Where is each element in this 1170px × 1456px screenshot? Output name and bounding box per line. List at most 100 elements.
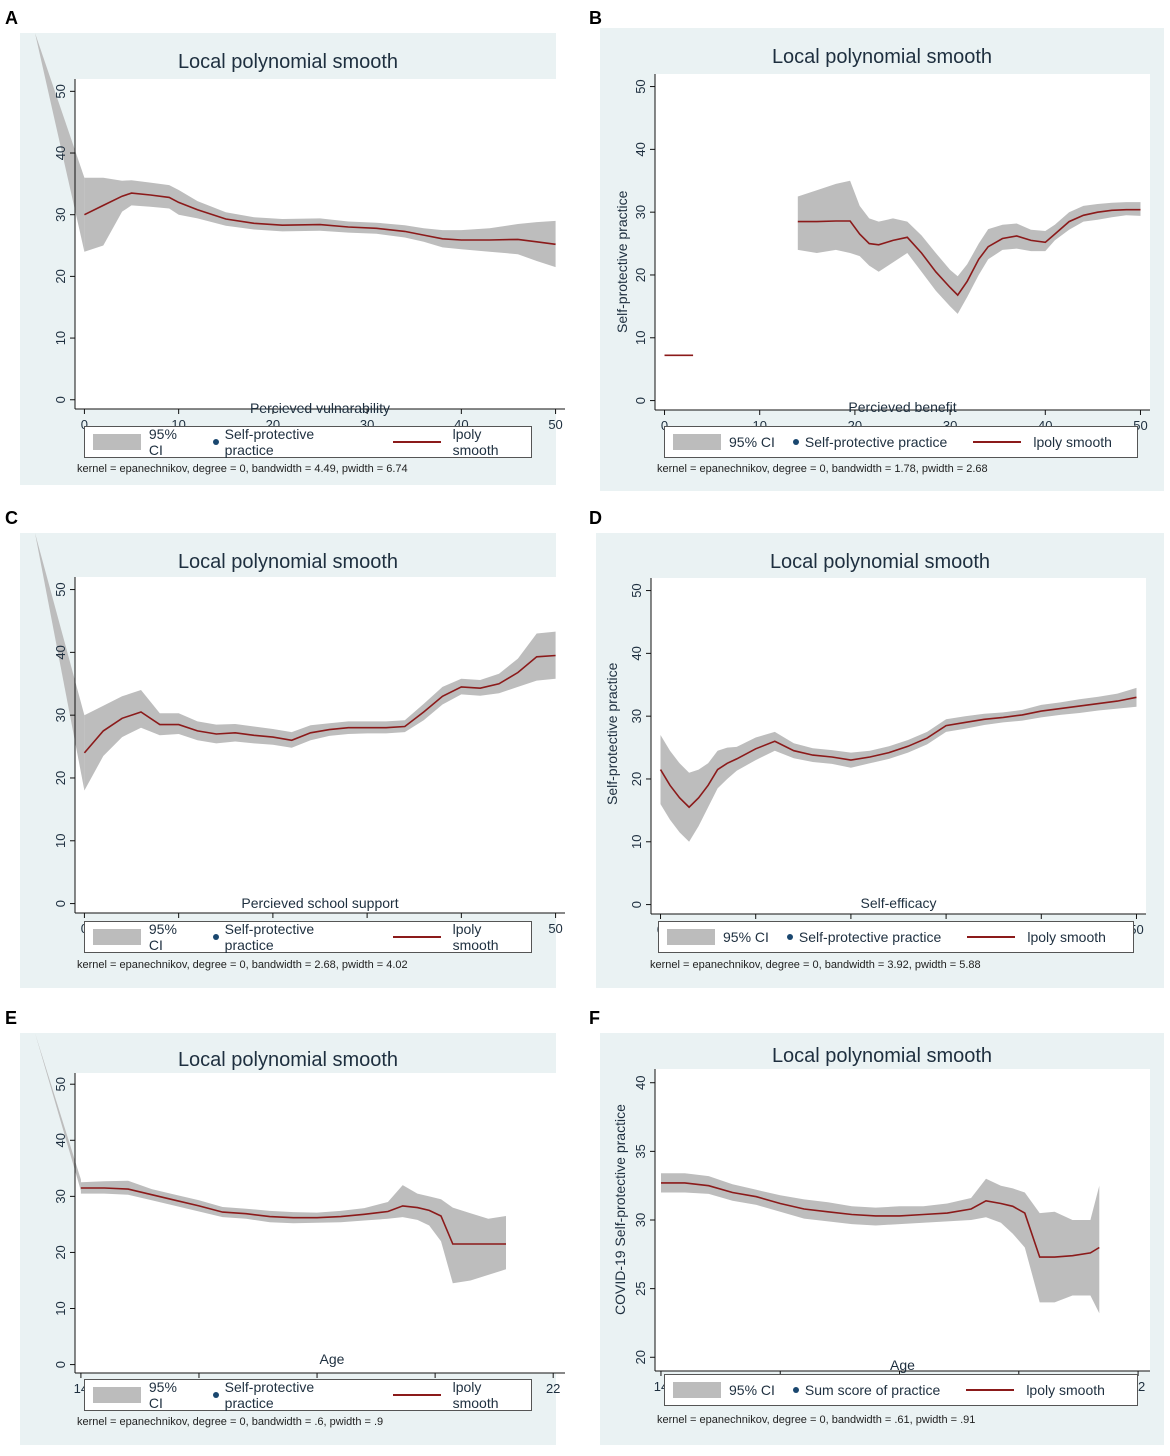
y-tick-label: 0 <box>53 1361 68 1368</box>
chart-title: Local polynomial smooth <box>177 51 399 73</box>
ci-band <box>80 1180 507 1284</box>
y-tick-label: 40 <box>629 646 644 660</box>
kernel-note: kernel = epanechnikov, degree = 0, bandw… <box>77 463 408 475</box>
legend-smooth-label: lpoly smooth <box>452 921 499 953</box>
legend-ci-swatch <box>673 434 721 450</box>
legend: 95% CI Sum score of practice lpoly smoot… <box>664 1374 1138 1406</box>
ci-band <box>660 687 1137 842</box>
y-tick-label: 40 <box>633 1075 648 1089</box>
y-tick-label: 10 <box>633 331 648 345</box>
y-tick-label: 20 <box>53 1245 68 1259</box>
legend-smooth-line <box>967 936 1016 938</box>
x-axis-label: Percieved benefit <box>848 399 957 415</box>
legend-ci-label: 95% CI <box>729 1382 775 1398</box>
chart-panel-b: Local polynomial smooth 0102030405001020… <box>600 28 1164 491</box>
legend: 95% CI Self-protective practice lpoly sm… <box>658 921 1134 953</box>
legend-smooth-line <box>973 441 1022 443</box>
legend-point-label: Self-protective practice <box>798 929 942 945</box>
chart-title: Local polynomial smooth <box>771 1045 993 1067</box>
x-tick-label: 0 <box>81 417 88 432</box>
y-tick-label: 50 <box>633 79 648 93</box>
x-axis-label: Self-efficacy <box>860 895 937 911</box>
legend-smooth-line <box>392 1394 441 1396</box>
y-axis-label: Self-protective practice <box>614 190 630 333</box>
y-tick-label: 40 <box>53 146 68 160</box>
y-tick-label: 50 <box>53 582 68 596</box>
lpoly-smooth-line <box>84 192 556 246</box>
y-tick-label: 10 <box>629 835 644 849</box>
legend-point-marker <box>792 439 799 445</box>
ci-band <box>84 631 556 791</box>
panel-letter-a: A <box>5 8 18 28</box>
lpoly-smooth-line <box>83 654 556 754</box>
panel-letter-d: D <box>589 508 602 528</box>
chart-title: Local polynomial smooth <box>771 46 993 68</box>
y-tick-label: 20 <box>629 772 644 786</box>
x-axis-label: Percieved school support <box>241 895 399 911</box>
legend-smooth-label: lpoly smooth <box>452 1379 499 1411</box>
lpoly-smooth-line <box>80 1187 506 1245</box>
x-tick-label: 50 <box>548 921 562 936</box>
y-tick-label: 0 <box>633 397 648 404</box>
panel-letter-c: C <box>5 508 18 528</box>
ci-band-edge <box>35 1033 81 1191</box>
legend-point-label: Self-protective practice <box>224 426 315 458</box>
y-tick-label: 0 <box>53 900 68 907</box>
y-tick-label: 35 <box>633 1144 648 1158</box>
chart-title: Local polynomial smooth <box>177 551 399 573</box>
panel-letter-b: B <box>589 8 602 28</box>
legend-smooth-line <box>966 1389 1015 1391</box>
y-tick-label: 50 <box>629 583 644 597</box>
panel-letter-e: E <box>5 1008 18 1028</box>
y-tick-label: 50 <box>53 1077 68 1091</box>
kernel-note: kernel = epanechnikov, degree = 0, bandw… <box>650 959 981 971</box>
x-tick-label: 50 <box>548 417 562 432</box>
legend-ci-label: 95% CI <box>729 434 775 450</box>
chart-panel-a: Local polynomial smooth 0 10 20 30 40 50 0 10 20… <box>20 33 565 485</box>
legend-point-marker <box>212 1392 219 1398</box>
plot-area <box>75 577 565 913</box>
ci-band-edge <box>35 533 85 791</box>
y-tick-label: 30 <box>53 708 68 722</box>
x-axis-label: Age <box>890 1357 915 1373</box>
y-tick-label: 30 <box>53 1189 68 1203</box>
y-tick-label: 20 <box>53 269 68 283</box>
legend-smooth-line <box>392 441 441 443</box>
lpoly-smooth-line <box>661 1182 1100 1258</box>
legend-point-marker <box>792 1387 799 1393</box>
legend-point-label: Self-protective practice <box>804 434 948 450</box>
y-tick-label: 30 <box>633 205 648 219</box>
legend: 95% CI Self-protective practice lpoly sm… <box>84 1379 532 1411</box>
legend-ci-swatch <box>93 929 141 945</box>
legend: 95% CI Self-protective practice lpoly sm… <box>664 426 1138 458</box>
legend-smooth-label: lpoly smooth <box>1026 1382 1105 1398</box>
legend: 95% CI Self-protective practice lpoly sm… <box>84 921 532 953</box>
y-tick-label: 10 <box>53 331 68 345</box>
x-tick-label: 22 <box>546 1381 560 1396</box>
legend-point-marker <box>212 934 219 940</box>
y-tick-label: 0 <box>629 901 644 908</box>
y-tick-label: 20 <box>633 1350 648 1364</box>
y-tick-label: 30 <box>53 207 68 221</box>
y-tick-label: 25 <box>633 1281 648 1295</box>
y-axis-label: Self-protective practice <box>604 662 620 805</box>
ci-band <box>84 177 556 268</box>
lpoly-smooth-line <box>797 208 1141 297</box>
y-tick-label: 20 <box>633 268 648 282</box>
legend-smooth-label: lpoly smooth <box>1027 929 1106 945</box>
legend-ci-label: 95% CI <box>148 426 177 458</box>
chart-title: Local polynomial smooth <box>177 1049 399 1071</box>
legend-point-label: Sum score of practice <box>804 1382 941 1398</box>
ci-band <box>661 1173 1100 1314</box>
legend-point-label: Self-protective practice <box>224 921 315 953</box>
legend-ci-swatch <box>93 1387 141 1403</box>
legend-ci-swatch <box>93 434 141 450</box>
chart-panel-f: Local polynomial smooth 2025303540141618… <box>600 1033 1164 1445</box>
lpoly-smooth-line <box>659 696 1137 809</box>
legend-ci-swatch <box>667 929 715 945</box>
y-tick-label: 20 <box>53 771 68 785</box>
